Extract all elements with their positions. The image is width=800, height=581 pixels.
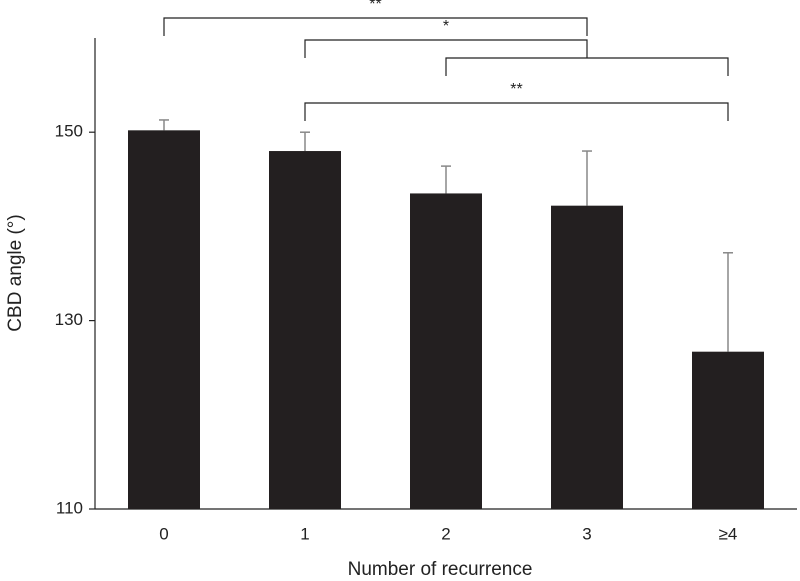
- x-tick-label: 0: [159, 524, 168, 543]
- x-tick-label: 3: [582, 524, 591, 543]
- significance-bracket: [304, 102, 729, 121]
- x-tick-label: 1: [300, 524, 309, 543]
- significance-bracket: [445, 57, 729, 76]
- bar: [269, 151, 341, 510]
- bar: [692, 351, 764, 509]
- significance-label: **: [510, 81, 522, 98]
- y-axis-label: CBD angle (°): [5, 214, 26, 331]
- x-tick-label: ≥4: [719, 524, 738, 543]
- bar: [410, 193, 482, 509]
- x-tick-label: 2: [441, 524, 450, 543]
- bar: [128, 130, 200, 510]
- y-tick-label: 150: [55, 122, 83, 141]
- x-axis-label: Number of recurrence: [348, 559, 533, 580]
- significance-label: **: [369, 0, 381, 13]
- y-tick-label: 130: [55, 310, 83, 329]
- bar: [551, 205, 623, 509]
- significance-label: *: [443, 18, 449, 35]
- significance-bracket: [304, 39, 588, 58]
- significance-bracket: [163, 17, 588, 36]
- y-tick-label: 110: [56, 498, 83, 517]
